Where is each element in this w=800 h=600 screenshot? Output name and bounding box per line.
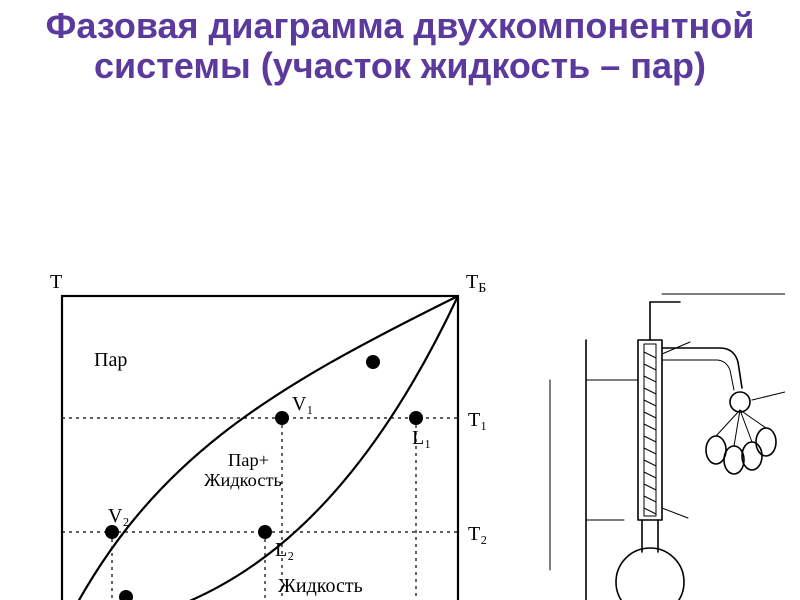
diagram-point-PB xyxy=(366,355,380,369)
axis-label-T1: T₁ xyxy=(468,409,487,431)
point-label-V1: V₁ xyxy=(292,393,313,415)
point-label-V2: V₂ xyxy=(108,505,129,527)
diagram-point-V1 xyxy=(275,411,289,425)
region-vapor-liquid-label: Пар+Жидкость xyxy=(204,450,282,490)
point-label-L1: L₁ xyxy=(412,427,431,449)
page-title: Фазовая диаграмма двухкомпонентной систе… xyxy=(0,0,800,85)
axis-label-T2: T₂ xyxy=(468,523,487,545)
diagram-point-L3 xyxy=(119,590,133,600)
phase-diagram: V₁L₁V₂L₂L₃TTБTАT₁T₂ПарПар+ЖидкостьЖидкос… xyxy=(18,270,504,600)
point-label-L2: L₂ xyxy=(275,539,294,561)
region-vapor-label: Пар xyxy=(94,349,127,371)
axis-label-T_right: TБ xyxy=(466,271,486,296)
content-row: V₁L₁V₂L₂L₃TTБTАT₁T₂ПарПар+ЖидкостьЖидкос… xyxy=(0,85,800,500)
region-liquid-label: Жидкость xyxy=(278,575,363,597)
diagram-point-L1 xyxy=(409,411,423,425)
axis-label-T_left: T xyxy=(50,271,62,293)
distillation-apparatus xyxy=(520,270,785,600)
diagram-point-L2 xyxy=(258,525,272,539)
diagram-point-V2 xyxy=(105,525,119,539)
